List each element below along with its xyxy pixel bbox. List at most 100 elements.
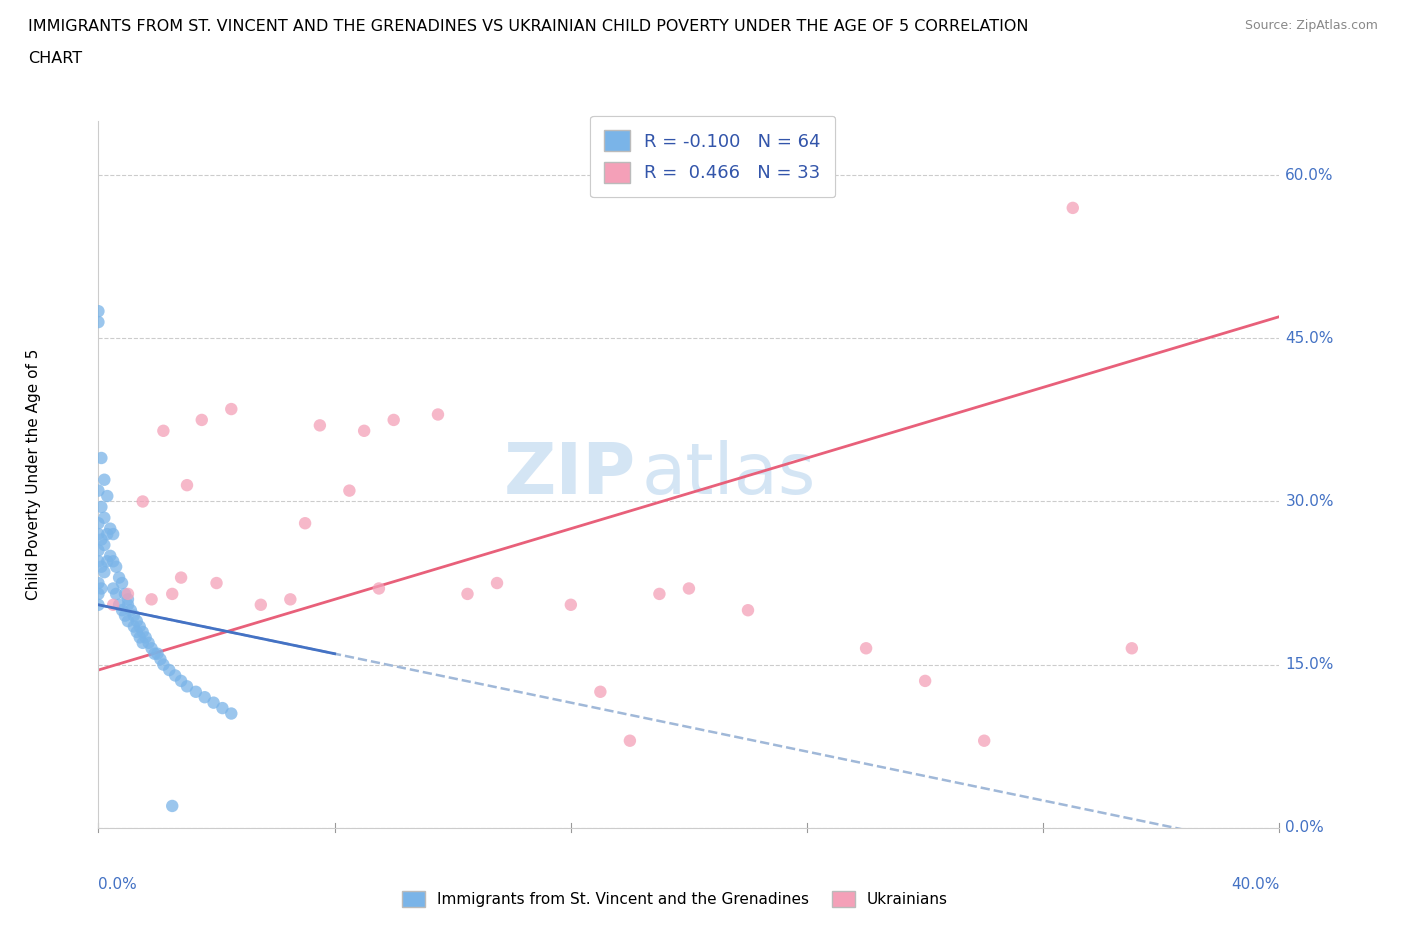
Point (132, 635, 155, 650)
Legend: Immigrants from St. Vincent and the Grenadines, Ukrainians: Immigrants from St. Vincent and the Gren… (395, 884, 955, 913)
Point (117, 597, 139, 612)
Point (914, 673, 936, 688)
Point (294, 516, 316, 531)
Point (135, 630, 157, 644)
Point (184, 684, 207, 699)
Point (648, 587, 671, 602)
Point (120, 603, 142, 618)
Point (211, 700, 233, 715)
Text: IMMIGRANTS FROM ST. VINCENT AND THE GRENADINES VS UKRAINIAN CHILD POVERTY UNDER : IMMIGRANTS FROM ST. VINCENT AND THE GREN… (28, 19, 1029, 33)
Point (157, 662, 180, 677)
Point (93, 511, 115, 525)
Text: 45.0%: 45.0% (1285, 331, 1334, 346)
Point (87, 597, 110, 612)
Point (737, 603, 759, 618)
Point (1121, 641, 1143, 656)
Point (221, 402, 243, 417)
Text: CHART: CHART (28, 51, 82, 66)
Point (87, 554, 110, 569)
Point (103, 581, 125, 596)
Point (93, 565, 115, 579)
Text: 0.0%: 0.0% (1285, 820, 1324, 835)
Point (560, 597, 582, 612)
Point (128, 630, 150, 644)
Point (96, 554, 118, 569)
Point (132, 625, 155, 640)
Point (96, 526, 118, 541)
Point (280, 591, 302, 606)
Point (117, 587, 139, 602)
Point (152, 423, 174, 438)
Point (108, 570, 131, 585)
Point (152, 658, 174, 672)
Point (90, 450, 112, 465)
Point (122, 619, 145, 634)
Point (1062, 201, 1084, 216)
Point (170, 570, 193, 585)
Point (128, 619, 150, 634)
Point (486, 576, 509, 591)
Point (117, 591, 139, 606)
Point (87, 576, 110, 591)
Point (103, 597, 125, 612)
Text: ZIP: ZIP (503, 440, 636, 509)
Point (117, 614, 139, 629)
Point (162, 587, 183, 602)
Text: 0.0%: 0.0% (98, 877, 138, 892)
Point (427, 407, 450, 422)
Point (98, 549, 121, 564)
Point (132, 494, 155, 509)
Point (973, 733, 995, 748)
Point (122, 608, 145, 623)
Text: Child Poverty Under the Age of 5: Child Poverty Under the Age of 5 (25, 349, 41, 600)
Point (194, 690, 217, 705)
Point (221, 706, 243, 721)
Text: 40.0%: 40.0% (1232, 877, 1279, 892)
Point (589, 684, 612, 699)
Point (143, 646, 166, 661)
Point (170, 673, 193, 688)
Point (125, 614, 148, 629)
Point (202, 696, 225, 711)
Point (87, 304, 110, 319)
Point (90, 532, 112, 547)
Point (619, 733, 641, 748)
Text: atlas: atlas (641, 440, 815, 509)
Point (90, 559, 112, 574)
Point (103, 554, 125, 569)
Text: 60.0%: 60.0% (1285, 167, 1334, 183)
Point (176, 679, 198, 694)
Point (138, 635, 160, 650)
Point (250, 597, 273, 612)
Point (103, 526, 125, 541)
Point (146, 646, 169, 661)
Point (87, 516, 110, 531)
Point (149, 652, 172, 667)
Point (191, 413, 214, 428)
Point (141, 641, 163, 656)
Point (457, 587, 479, 602)
Point (87, 526, 110, 541)
Point (96, 488, 118, 503)
Point (105, 587, 128, 602)
Point (93, 538, 115, 552)
Point (309, 418, 332, 432)
Point (93, 472, 115, 487)
Point (111, 603, 134, 618)
Point (98, 521, 121, 536)
Point (205, 576, 228, 591)
Point (111, 576, 134, 591)
Point (165, 668, 187, 683)
Point (90, 499, 112, 514)
Text: Source: ZipAtlas.com: Source: ZipAtlas.com (1244, 19, 1378, 32)
Point (87, 314, 110, 329)
Point (114, 608, 136, 623)
Point (353, 423, 375, 438)
Point (855, 641, 877, 656)
Point (114, 587, 136, 602)
Point (176, 478, 198, 493)
Text: 30.0%: 30.0% (1285, 494, 1334, 509)
Point (105, 559, 128, 574)
Legend: R = -0.100   N = 64, R =  0.466   N = 33: R = -0.100 N = 64, R = 0.466 N = 33 (591, 116, 835, 197)
Point (368, 581, 391, 596)
